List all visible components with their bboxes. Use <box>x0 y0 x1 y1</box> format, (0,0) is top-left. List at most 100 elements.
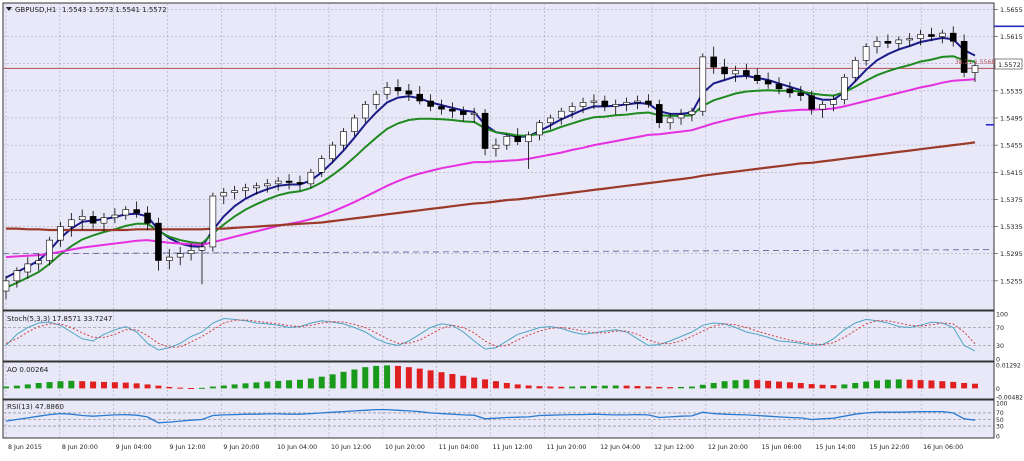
candle-body <box>166 256 173 261</box>
candle-body <box>329 144 336 159</box>
candle-body <box>405 90 413 95</box>
stochastic-panel <box>2 310 995 362</box>
candle-body <box>971 65 979 73</box>
ao-bar <box>525 385 532 389</box>
candle-body <box>78 216 86 221</box>
price-panel <box>2 2 995 311</box>
ao-bar <box>710 382 717 389</box>
ema_slow-line <box>5 78 976 259</box>
candle-body <box>536 122 543 136</box>
candle-body <box>231 190 238 193</box>
candle-body <box>819 104 826 110</box>
candle-body <box>503 136 511 146</box>
stoch-tick-label: 70 <box>996 325 1004 332</box>
ao-bar <box>155 385 162 389</box>
grid-lines <box>3 3 994 438</box>
candle-body <box>786 88 794 94</box>
candle-body <box>122 209 130 216</box>
candle-body <box>492 144 500 149</box>
ao-bar <box>852 382 859 389</box>
time-tick-label: 16 Jun 06:00 <box>923 444 963 451</box>
ao-bar <box>558 386 565 389</box>
candle-body <box>612 104 620 107</box>
ao-bar <box>394 365 401 389</box>
ao-bar <box>536 386 543 389</box>
ao-bar <box>754 380 761 389</box>
ao-bar <box>732 380 739 389</box>
price-plot <box>2 25 1024 300</box>
candle-body <box>416 93 424 102</box>
ao-bar <box>24 384 31 389</box>
ao-bar <box>721 381 728 389</box>
symbol-label: GBPUSD,H1 <box>15 6 56 14</box>
ao-bar <box>667 387 674 389</box>
candle-body <box>851 59 859 78</box>
candle-body <box>547 117 554 124</box>
ao-bar <box>972 383 978 389</box>
candle-body <box>775 83 783 90</box>
ao-bar <box>3 386 9 389</box>
stoch-tick-label: 30 <box>996 343 1004 350</box>
candle-body <box>939 32 946 37</box>
candle-body <box>111 214 119 219</box>
price-tick-label: 1.5455 <box>1000 142 1023 150</box>
ao-bar <box>144 384 151 389</box>
ao-bar <box>90 381 97 389</box>
triangle-down-icon[interactable] <box>6 7 12 11</box>
ao-bar <box>765 380 772 389</box>
candle-body <box>623 102 630 105</box>
rsi-line <box>5 408 976 424</box>
time-tick-label: 8 Jun 20:00 <box>62 444 98 451</box>
candle-body <box>753 74 761 81</box>
ao-bar <box>253 382 260 389</box>
candle-body <box>862 46 870 61</box>
ao-bar <box>286 380 293 389</box>
candle-body <box>841 76 848 100</box>
ao-bar <box>449 373 456 389</box>
price-tick-label: 1.5295 <box>1000 250 1023 258</box>
ao-bar <box>612 385 619 389</box>
candle-body <box>884 40 892 44</box>
candle-body <box>198 246 206 251</box>
ao-bar <box>188 388 195 390</box>
candle-body <box>928 34 935 37</box>
ao-bar <box>384 365 391 389</box>
candle-body <box>895 39 903 44</box>
candle-body <box>133 209 140 214</box>
rsi-tick-label: 50 <box>996 417 1004 424</box>
stochastic-plot <box>5 317 976 352</box>
dashed-trend-line <box>2 249 995 255</box>
time-tick-label: 12 Jun 20:00 <box>708 444 748 451</box>
ao-bar <box>438 372 445 389</box>
ao-plot <box>3 365 978 390</box>
ao-bar <box>79 381 86 389</box>
ao-bar <box>362 367 369 389</box>
rsi-tick-label: 70 <box>996 410 1004 417</box>
ao-bar <box>177 387 184 389</box>
ao-bar <box>166 386 173 389</box>
candle-body <box>449 108 456 112</box>
candle-body <box>677 114 685 119</box>
candle-body <box>89 216 97 224</box>
ao-bar <box>569 386 576 389</box>
ao-bar <box>699 384 706 389</box>
ao-bar <box>373 365 380 389</box>
candle-body <box>459 110 467 115</box>
price-tick-label: 1.5255 <box>1000 277 1023 285</box>
candle-body <box>296 182 304 185</box>
ao-bar <box>906 379 913 389</box>
ao-bar <box>928 380 935 389</box>
time-tick-label: 15 Jun 22:00 <box>869 444 909 451</box>
ema_mid-line <box>5 55 976 289</box>
ao-bar <box>634 386 641 389</box>
candle-body <box>144 212 151 224</box>
candle-body <box>57 226 64 241</box>
time-tick-label: 10 Jun 12:00 <box>331 444 371 451</box>
ao-bar <box>688 386 695 389</box>
candle-body <box>688 110 696 115</box>
candle-body <box>46 239 53 261</box>
candle-body <box>68 219 75 227</box>
candle-body <box>525 134 532 143</box>
candle-body <box>24 263 32 273</box>
